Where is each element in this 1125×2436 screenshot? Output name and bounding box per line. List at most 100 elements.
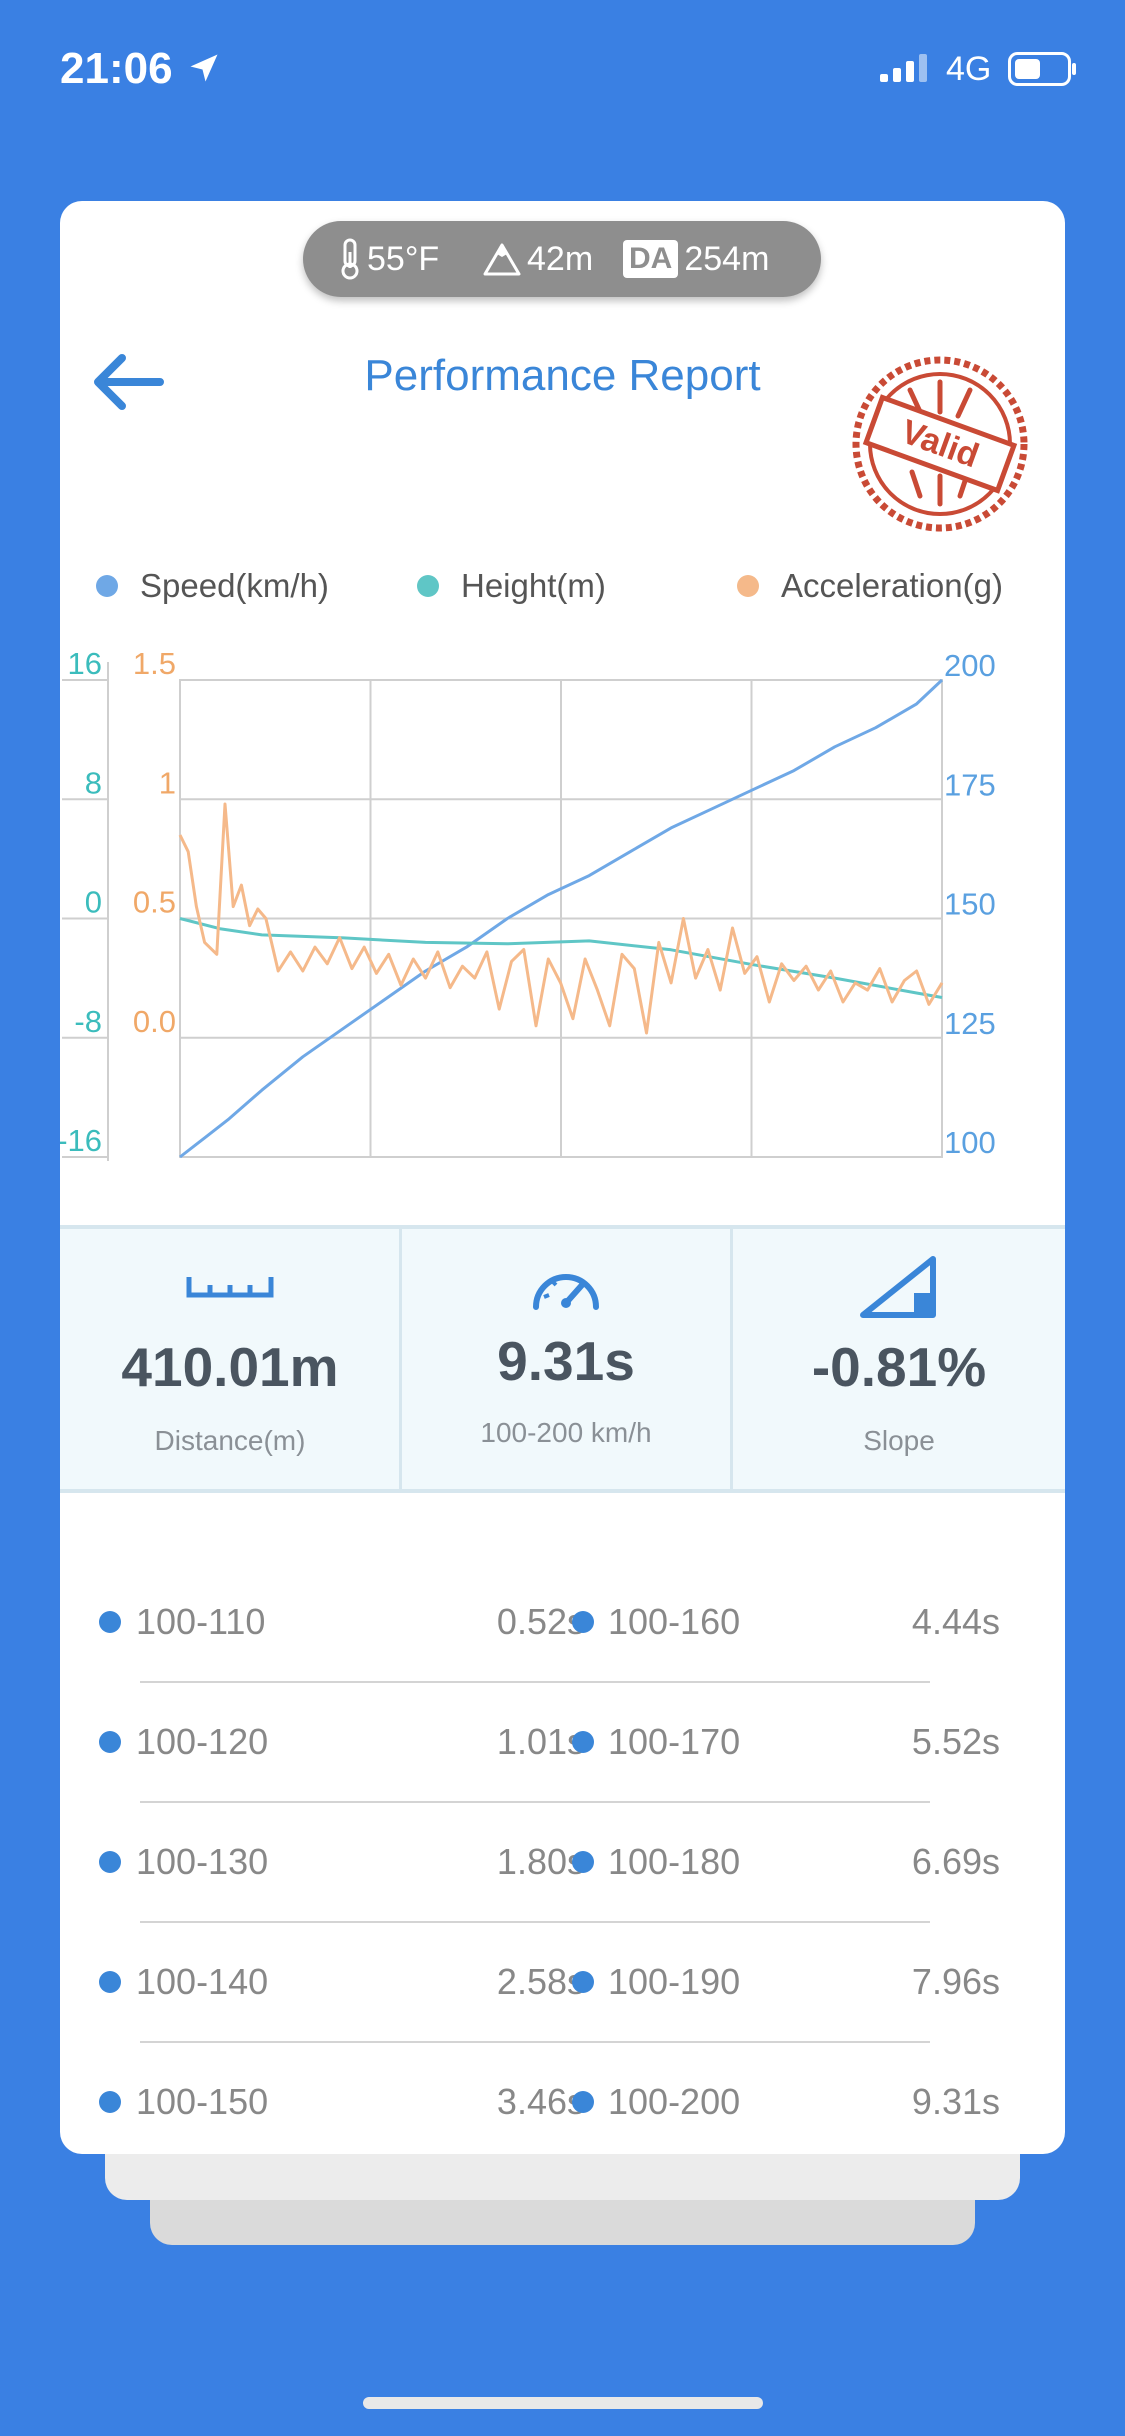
split-time: 9.31s bbox=[911, 2081, 1000, 2122]
legend-speed-dot bbox=[96, 575, 118, 597]
speedometer-icon bbox=[533, 1274, 599, 1310]
split-dot bbox=[99, 1611, 121, 1633]
height-tick-label: 16 bbox=[68, 646, 102, 681]
home-indicator bbox=[363, 2397, 763, 2409]
altitude-value: 42m bbox=[527, 239, 594, 278]
split-time: 2.58s bbox=[496, 1961, 585, 2002]
split-row: 100-110 0.52s 100-160 4.44s bbox=[60, 1563, 1065, 1683]
thermometer-icon bbox=[341, 238, 359, 280]
speed-tick-label: 175 bbox=[944, 767, 996, 802]
mountain-icon bbox=[483, 243, 521, 276]
stat-slope: -0.81% Slope bbox=[733, 1229, 1065, 1497]
da-badge: DA bbox=[623, 240, 679, 278]
altitude-item: 42m bbox=[483, 221, 593, 297]
legend-height-dot bbox=[417, 575, 439, 597]
speed-tick-label: 150 bbox=[944, 887, 996, 922]
speed-tick-label: 100 bbox=[944, 1125, 996, 1160]
time-value: 9.31s bbox=[497, 1330, 635, 1392]
split-range: 100-200 bbox=[608, 2081, 741, 2122]
ruler-icon bbox=[186, 1277, 274, 1298]
split-time: 1.80s bbox=[496, 1841, 585, 1882]
stat-divider bbox=[399, 1229, 402, 1493]
split-range: 100-190 bbox=[608, 1961, 741, 2002]
temperature-value: 55°F bbox=[367, 239, 440, 278]
split-time: 0.52s bbox=[496, 1601, 585, 1642]
acceleration-tick-label: 1 bbox=[159, 765, 176, 800]
height-tick-label: -8 bbox=[74, 1004, 102, 1039]
split-divider bbox=[140, 1801, 930, 1803]
stat-distance: 410.01m Distance(m) bbox=[60, 1229, 400, 1497]
distance-label: Distance(m) bbox=[154, 1425, 306, 1456]
legend-height-label: Height(m) bbox=[461, 567, 606, 604]
legend-acceleration-dot bbox=[737, 575, 759, 597]
split-time: 5.52s bbox=[911, 1721, 1000, 1762]
stat-time: 9.31s 100-200 km/h bbox=[402, 1229, 730, 1497]
split-time: 6.69s bbox=[911, 1841, 1000, 1882]
acceleration-tick-label: 0.5 bbox=[133, 885, 176, 920]
split-dot bbox=[572, 2091, 594, 2113]
split-range: 100-170 bbox=[608, 1721, 741, 1762]
split-dot bbox=[99, 1971, 121, 1993]
split-dot bbox=[99, 2091, 121, 2113]
acceleration-series-line bbox=[178, 802, 944, 1035]
split-time: 7.96s bbox=[911, 1961, 1000, 2002]
density-altitude-value: 254m bbox=[684, 239, 770, 278]
split-time: 4.44s bbox=[911, 1601, 1000, 1642]
battery-icon bbox=[1008, 52, 1076, 86]
split-dot bbox=[572, 1971, 594, 1993]
legend-height: Height(m) bbox=[417, 561, 606, 611]
split-row: 100-120 1.01s 100-170 5.52s bbox=[60, 1683, 1065, 1803]
network-type: 4G bbox=[946, 50, 992, 88]
valid-stamp: Valid bbox=[852, 356, 1028, 532]
status-bar: 21:06 4G bbox=[0, 0, 1125, 140]
height-tick-label: 0 bbox=[85, 885, 102, 920]
split-time: 3.46s bbox=[496, 2081, 585, 2122]
distance-value: 410.01m bbox=[121, 1336, 339, 1398]
status-time: 21:06 bbox=[60, 44, 173, 93]
performance-chart: 16 8 0 -8 -16 1.5 1 0.5 0.0 200 175 150 125 100 bbox=[60, 646, 996, 1161]
split-dot bbox=[99, 1851, 121, 1873]
split-dot bbox=[572, 1611, 594, 1633]
split-dot bbox=[99, 1731, 121, 1753]
acceleration-tick-label: 0.0 bbox=[133, 1004, 176, 1039]
slope-label: Slope bbox=[863, 1425, 935, 1456]
split-range: 100-180 bbox=[608, 1841, 741, 1882]
split-range: 100-160 bbox=[608, 1601, 741, 1642]
stat-divider bbox=[730, 1229, 733, 1493]
acceleration-tick-label: 1.5 bbox=[133, 646, 176, 681]
legend-acceleration: Acceleration(g) bbox=[737, 561, 1003, 611]
speed-tick-label: 200 bbox=[944, 648, 996, 683]
stats-panel: 410.01m Distance(m) 9.31s 100-200 km/h bbox=[60, 1225, 1065, 1493]
speed-series-line bbox=[179, 678, 944, 1159]
location-arrow-icon bbox=[190, 54, 218, 82]
split-divider bbox=[140, 2041, 930, 2043]
split-range: 100-150 bbox=[136, 2081, 269, 2122]
split-divider bbox=[140, 1681, 930, 1683]
split-row: 100-130 1.80s 100-180 6.69s bbox=[60, 1803, 1065, 1923]
density-altitude-item: DA 254m bbox=[623, 221, 769, 297]
legend-speed: Speed(km/h) bbox=[96, 561, 329, 611]
legend-speed-label: Speed(km/h) bbox=[140, 567, 329, 604]
split-dot bbox=[572, 1851, 594, 1873]
conditions-pill: 55°F 42m DA 254m bbox=[303, 221, 821, 297]
speed-tick-label: 125 bbox=[944, 1006, 996, 1041]
height-series-line bbox=[179, 917, 943, 999]
slope-icon bbox=[860, 1256, 936, 1318]
signal-bars-icon bbox=[880, 54, 927, 82]
split-divider bbox=[140, 1921, 930, 1923]
page-title: Performance Report bbox=[364, 351, 761, 400]
height-tick-label: -16 bbox=[60, 1123, 102, 1158]
split-row: 100-140 2.58s 100-190 7.96s bbox=[60, 1923, 1065, 2043]
back-arrow-icon[interactable] bbox=[88, 347, 168, 417]
height-tick-label: 8 bbox=[85, 765, 102, 800]
split-range: 100-140 bbox=[136, 1961, 269, 2002]
report-card: 55°F 42m DA 254m Performance Report bbox=[60, 201, 1065, 2154]
split-dot bbox=[572, 1731, 594, 1753]
split-range: 100-120 bbox=[136, 1721, 269, 1762]
split-time: 1.01s bbox=[496, 1721, 585, 1762]
temperature-item: 55°F bbox=[339, 221, 439, 297]
split-range: 100-130 bbox=[136, 1841, 269, 1882]
split-row: 100-150 3.46s 100-200 9.31s bbox=[60, 2043, 1065, 2154]
legend-acceleration-label: Acceleration(g) bbox=[781, 567, 1003, 604]
time-label: 100-200 km/h bbox=[480, 1417, 652, 1448]
